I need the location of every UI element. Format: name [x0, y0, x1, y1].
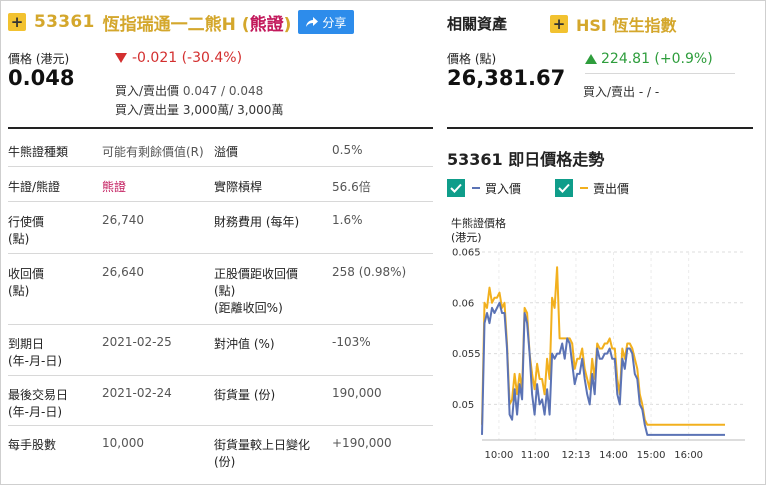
warrant-code: 53361 [34, 12, 95, 32]
bid-ask-volume: 買入/賣出量 3,000萬/ 3,000萬 [115, 103, 284, 117]
table-row: 到期日 (年-月-日) 2021-02-25 對沖值 (%) -103% [8, 325, 433, 376]
legend-label-bid: 買入價 [485, 181, 522, 196]
bid-ask-price: 買入/賣出價 0.047 / 0.048 [115, 84, 264, 98]
up-arrow-icon [585, 54, 597, 64]
chart-grid [482, 251, 745, 441]
divider [585, 73, 735, 74]
x-tick-label: 14:00 [599, 450, 628, 461]
chart-lines [481, 266, 725, 436]
hsi-price-value: 26,381.67 [447, 66, 566, 90]
share-label: 分享 [322, 15, 347, 30]
legend-ask[interactable]: 賣出價 [555, 178, 629, 198]
share-icon [306, 16, 319, 27]
table-row: 每手股數 10,000 街貨量較上日變化 (份) +190,000 [8, 436, 392, 469]
table-row: 最後交易日 (年-月-日) 2021-02-24 街貨量 (份) 190,000 [8, 376, 433, 426]
hsi-bid-ask: 買入/賣出 - / - [583, 85, 660, 99]
legend-bid[interactable]: 買入價 [447, 178, 521, 198]
hsi-price-label: 價格 (點) [447, 52, 497, 66]
checkbox-checked-icon[interactable] [555, 179, 573, 197]
y-tick-label: 0.05 [452, 400, 474, 411]
add-watchlist-icon[interactable]: + [8, 13, 26, 31]
warrant-name: 恆指瑞通一二熊H (熊證) [102, 14, 292, 35]
y-tick-label: 0.065 [452, 248, 481, 259]
y-tick-label: 0.055 [452, 349, 481, 360]
table-row: 行使價 (點) 26,740 財務費用 (每年) 1.6% [8, 202, 433, 254]
hsi-header: + HSI 恆生指數 [550, 12, 676, 36]
legend-swatch-bid [472, 187, 480, 189]
x-tick-label: 16:00 [674, 450, 703, 461]
details-table: 牛熊證種類 可能有剩餘價值(R) 溢價 0.5% 牛證/熊證 熊證 實際槓桿 5… [8, 130, 433, 476]
y-axis-title: 牛熊證價格 (港元) [451, 217, 506, 244]
y-tick-label: 0.06 [452, 298, 474, 309]
checkbox-checked-icon[interactable] [447, 179, 465, 197]
legend-swatch-ask [580, 187, 588, 189]
series-line-bid [481, 301, 725, 436]
down-arrow-icon [115, 53, 127, 63]
bear-tag: 熊證 [249, 14, 284, 35]
table-row: 收回價 (點) 26,640 正股價距收回價 (點) (距離收回%) 258 (… [8, 254, 433, 325]
add-watchlist-icon[interactable]: + [550, 15, 568, 33]
x-tick-labels: 10:00 11:00 12:13 14:00 15:00 16:00 [484, 450, 703, 461]
hsi-title: HSI 恆生指數 [576, 16, 677, 35]
legend-label-ask: 賣出價 [593, 181, 630, 196]
y-tick-labels: 0.05 0.055 0.06 0.065 [452, 248, 481, 411]
divider [8, 127, 433, 129]
related-assets-title: 相關資產 [447, 15, 508, 33]
x-tick-label: 10:00 [484, 450, 513, 461]
table-row: 牛熊證種類 可能有剩餘價值(R) 溢價 0.5% [8, 130, 433, 167]
price-change: -0.021 (-30.4%) [115, 50, 242, 66]
table-row: 牛證/熊證 熊證 實際槓桿 56.6倍 [8, 167, 433, 202]
warrant-header: + 53361 恆指瑞通一二熊H (熊證) 分享 [8, 8, 355, 36]
x-tick-label: 11:00 [521, 450, 550, 461]
x-tick-label: 12:13 [562, 450, 591, 461]
share-button[interactable]: 分享 [298, 10, 355, 34]
price-value: 0.048 [8, 66, 75, 90]
chart-title: 53361 即日價格走勢 [447, 150, 605, 169]
hsi-change: 224.81 (+0.9%) [585, 51, 713, 67]
x-tick-label: 15:00 [637, 450, 666, 461]
divider [447, 127, 753, 129]
price-label: 價格 (港元) [8, 52, 70, 66]
